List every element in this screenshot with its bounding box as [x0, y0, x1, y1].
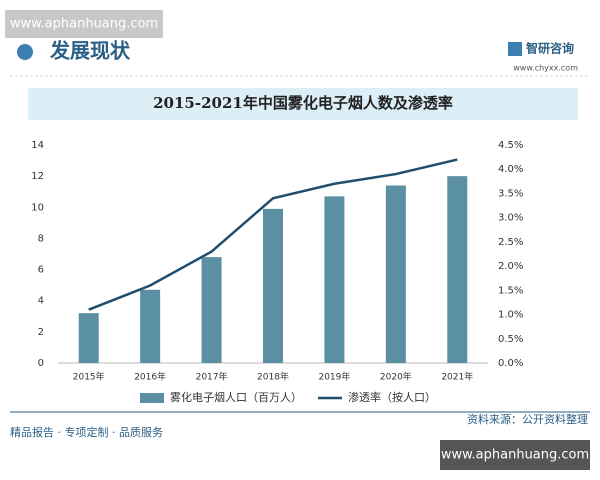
line	[88, 158, 458, 311]
y-tick-label: 0	[38, 358, 44, 369]
y2-tick-label: 4.5%	[498, 140, 523, 151]
bar	[78, 313, 99, 363]
y2-tick-label: 2.0%	[498, 261, 523, 272]
y-tick-label: 2	[38, 327, 44, 338]
footer: 精品报告 · 专项定制 · 品质服务	[10, 425, 163, 439]
logo-icon	[508, 42, 522, 56]
legend-swatch	[140, 393, 164, 403]
x-tick-label: 2016年	[134, 371, 166, 383]
legend-label: 雾化电子烟人口（百万人）	[170, 390, 302, 404]
bar	[263, 208, 283, 363]
bar	[324, 196, 345, 363]
watermark-box	[5, 10, 163, 38]
header: 发展现状	[49, 39, 131, 63]
watermark-box	[440, 440, 590, 470]
x-tick-label: 2015年	[73, 371, 105, 383]
y-tick-label: 10	[31, 202, 44, 213]
y2-tick-label: 3.0%	[498, 213, 523, 224]
legend-label: 渗透率（按人口）	[348, 390, 436, 404]
source: 资料来源：公开资料整理	[467, 412, 588, 426]
bar	[385, 185, 406, 363]
y-tick-label: 14	[31, 140, 44, 151]
y2-tick-label: 0.0%	[498, 358, 523, 369]
watermark: www.aphanhuang.com	[10, 17, 158, 32]
watermark: www.aphanhuang.com	[441, 448, 589, 463]
x-tick-label: 2018年	[257, 371, 289, 383]
title-band	[28, 88, 578, 120]
x-tick-label: 2020年	[380, 371, 412, 383]
logo-name: 智研咨询	[525, 41, 574, 56]
x-tick-label: 2021年	[441, 371, 473, 383]
y2-tick-label: 4.0%	[498, 164, 523, 175]
y-tick-label: 12	[31, 171, 44, 182]
y2-tick-label: 1.0%	[498, 310, 523, 321]
y-tick-label: 8	[38, 233, 44, 244]
y-tick-label: 4	[38, 296, 44, 307]
y-tick-label: 6	[38, 265, 44, 276]
chart-title: 2015-2021年中国雾化电子烟人数及渗透率	[153, 94, 453, 112]
bar	[447, 176, 468, 363]
bar	[140, 289, 161, 363]
bar	[201, 257, 222, 363]
x-tick-label: 2019年	[318, 371, 350, 383]
logo-url: www.chyxx.com	[513, 64, 578, 73]
x-tick-label: 2017年	[196, 371, 228, 383]
y2-tick-label: 3.5%	[498, 188, 523, 199]
header-icon	[17, 44, 33, 60]
y2-tick-label: 0.5%	[498, 334, 523, 345]
y2-tick-label: 1.5%	[498, 285, 523, 296]
y2-tick-label: 2.5%	[498, 237, 523, 248]
